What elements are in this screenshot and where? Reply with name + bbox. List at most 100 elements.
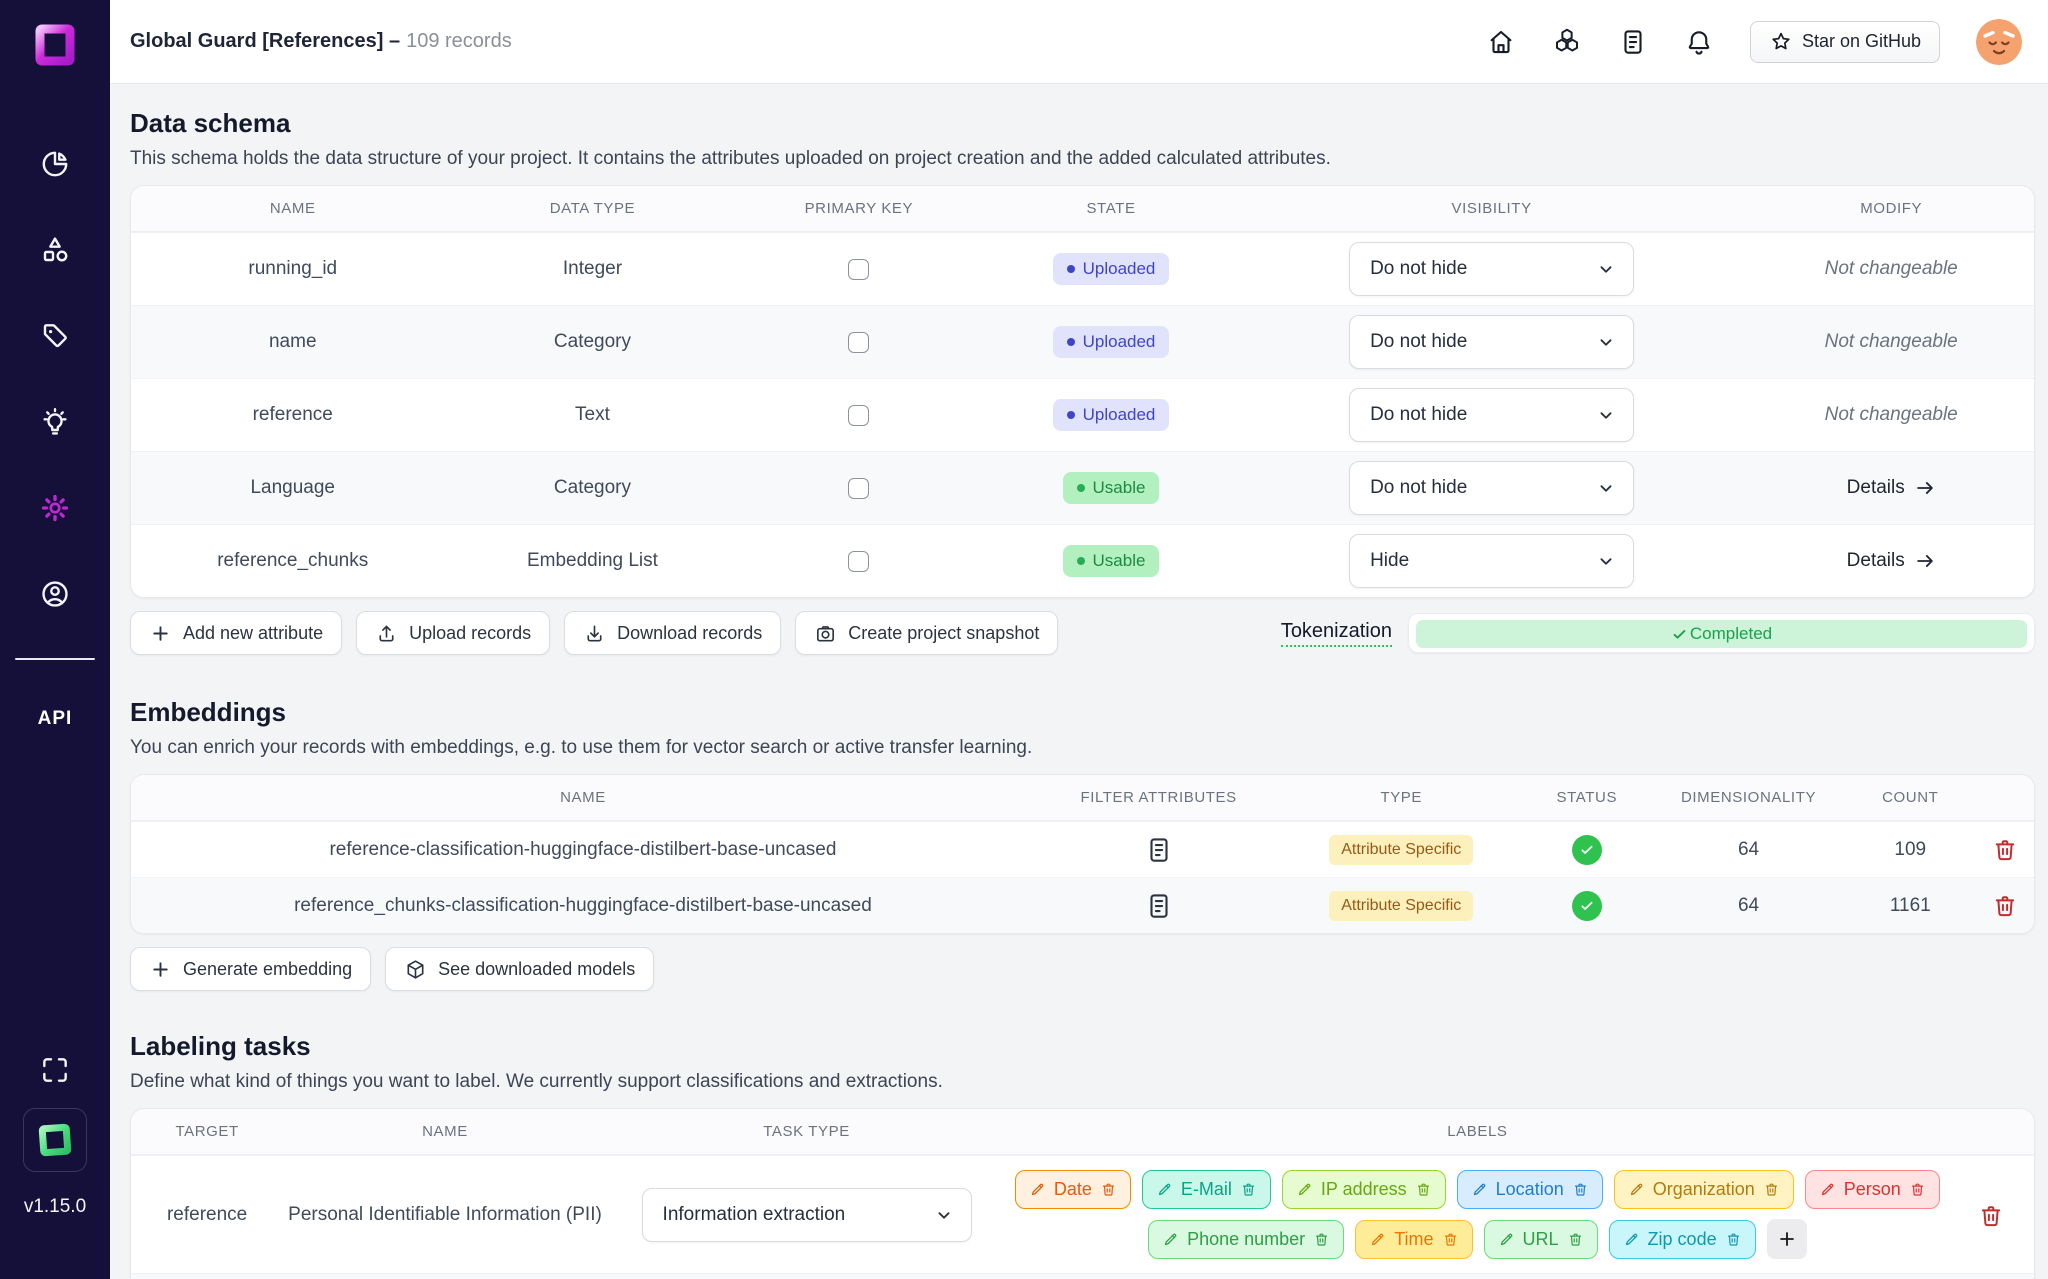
primary-key-checkbox[interactable] <box>848 331 870 353</box>
primary-key-checkbox[interactable] <box>848 258 870 280</box>
table-row: reference Personal Identifiable Informat… <box>131 1155 2034 1273</box>
see-downloaded-models-button[interactable]: See downloaded models <box>385 947 655 991</box>
trash-icon[interactable] <box>1991 836 2019 864</box>
label-chip[interactable]: Phone number <box>1148 1219 1345 1259</box>
trash-icon[interactable] <box>1763 1181 1780 1198</box>
data-schema-heading: Data schema <box>130 108 291 138</box>
pencil-icon[interactable] <box>1628 1181 1645 1198</box>
add-attribute-button[interactable]: Add new attribute <box>130 611 343 655</box>
avatar[interactable] <box>1976 18 2022 65</box>
pie-chart-icon[interactable] <box>39 148 71 180</box>
pencil-icon[interactable] <box>1819 1181 1836 1198</box>
tokenization: Tokenization Completed <box>1280 613 2035 653</box>
visibility-select[interactable]: Do not hide <box>1349 388 1635 442</box>
col-primary-key: PRIMARY KEY <box>804 200 914 217</box>
primary-key-checkbox[interactable] <box>848 404 870 426</box>
plus-icon <box>1776 1228 1798 1250</box>
details-link[interactable]: Details <box>1847 550 1936 572</box>
col-state: STATE <box>1086 200 1136 217</box>
visibility-select[interactable]: Hide <box>1349 534 1635 588</box>
shapes-icon[interactable] <box>39 234 71 266</box>
embedding-count: 1161 <box>1889 894 1931 916</box>
labeling-table-header: TARGET NAME TASK TYPE LABELS <box>131 1109 2034 1155</box>
schema-actions: Add new attribute Upload records Downloa… <box>130 611 2035 655</box>
attribute-data-type: Integer <box>562 258 623 279</box>
trash-icon[interactable] <box>1240 1181 1257 1198</box>
trash-icon[interactable] <box>1977 1201 2005 1229</box>
brand-logo[interactable] <box>0 20 110 70</box>
tokenization-progress-bar: Completed <box>1416 620 2027 648</box>
primary-key-checkbox[interactable] <box>848 550 870 572</box>
pencil-icon[interactable] <box>1296 1181 1313 1198</box>
trash-icon[interactable] <box>1725 1231 1742 1248</box>
upload-records-button[interactable]: Upload records <box>356 611 551 655</box>
pencil-icon[interactable] <box>1471 1181 1488 1198</box>
labeling-tasks-description: Define what kind of things you want to l… <box>130 1071 943 1092</box>
trash-icon[interactable] <box>1909 1181 1926 1198</box>
notes-icon[interactable] <box>1618 27 1648 57</box>
label-chip[interactable]: Date <box>1014 1170 1131 1209</box>
label-chip[interactable]: Person <box>1804 1170 1940 1209</box>
label-chip[interactable]: Location <box>1456 1170 1603 1209</box>
modify-status: Not changeable <box>1824 404 1958 425</box>
fullscreen-icon[interactable] <box>39 1054 71 1086</box>
download-records-button[interactable]: Download records <box>564 611 782 655</box>
models-icon <box>404 958 427 981</box>
filter-attributes-icon[interactable] <box>1144 891 1174 921</box>
col-modify: MODIFY <box>1860 200 1923 217</box>
filter-attributes-icon[interactable] <box>1144 835 1174 865</box>
col-labels: LABELS <box>1447 1123 1508 1140</box>
pencil-icon[interactable] <box>1162 1231 1179 1248</box>
tokenization-label[interactable]: Tokenization <box>1280 620 1392 647</box>
star-icon <box>1769 30 1793 54</box>
pencil-icon[interactable] <box>1029 1181 1046 1198</box>
project-title: Global Guard [References] – <box>130 30 401 52</box>
attribute-name: name <box>268 331 317 352</box>
label-chip[interactable]: E-Mail <box>1141 1170 1271 1209</box>
label-chip[interactable]: IP address <box>1281 1170 1446 1209</box>
trash-icon[interactable] <box>1572 1181 1589 1198</box>
tag-icon[interactable] <box>39 320 71 352</box>
visibility-select[interactable]: Do not hide <box>1349 242 1635 296</box>
sidebar-item-api[interactable]: API <box>37 708 73 729</box>
trash-icon[interactable] <box>1991 892 2019 920</box>
sidebar-nav <box>0 148 110 610</box>
embeddings-heading: Embeddings <box>130 697 287 727</box>
hexagons-icon[interactable] <box>1552 27 1582 57</box>
bell-icon[interactable] <box>1684 27 1714 57</box>
trash-icon[interactable] <box>1567 1231 1584 1248</box>
user-circle-icon[interactable] <box>39 578 71 610</box>
home-icon[interactable] <box>1486 27 1516 57</box>
lightbulb-icon[interactable] <box>39 406 71 438</box>
gear-icon[interactable] <box>39 492 71 524</box>
trash-icon[interactable] <box>1442 1231 1459 1248</box>
trash-icon[interactable] <box>1313 1231 1330 1248</box>
plus-icon <box>149 622 172 645</box>
visibility-select[interactable]: Do not hide <box>1349 461 1635 515</box>
pencil-icon[interactable] <box>1623 1231 1640 1248</box>
create-snapshot-button[interactable]: Create project snapshot <box>795 611 1059 655</box>
avatar-face <box>1976 18 2022 65</box>
page-title: Global Guard [References] –109 records <box>130 30 512 53</box>
trash-icon[interactable] <box>1415 1181 1432 1198</box>
pencil-icon[interactable] <box>1156 1181 1173 1198</box>
visibility-select[interactable]: Do not hide <box>1349 315 1635 369</box>
table-row: reference_chunks-classification-huggingf… <box>131 877 2034 933</box>
primary-key-checkbox[interactable] <box>848 477 870 499</box>
label-chip[interactable]: Time <box>1355 1219 1473 1259</box>
table-row: reference Text Uploaded Do not hide Not … <box>131 378 2034 451</box>
details-link[interactable]: Details <box>1847 477 1936 499</box>
kern-logo[interactable] <box>23 1108 87 1172</box>
col-data-type: DATA TYPE <box>549 200 636 217</box>
task-type-select[interactable]: Information extraction <box>641 1187 972 1242</box>
label-chip[interactable]: URL <box>1483 1219 1598 1259</box>
label-chip[interactable]: Organization <box>1613 1170 1794 1209</box>
pencil-icon[interactable] <box>1369 1231 1386 1248</box>
add-label-button[interactable] <box>1766 1219 1807 1259</box>
generate-embedding-button[interactable]: Generate embedding <box>130 947 372 991</box>
trash-icon[interactable] <box>1100 1181 1117 1198</box>
col-name: NAME <box>560 789 606 806</box>
label-chip[interactable]: Zip code <box>1608 1219 1756 1259</box>
star-on-github-button[interactable]: Star on GitHub <box>1749 20 1940 63</box>
pencil-icon[interactable] <box>1498 1231 1515 1248</box>
